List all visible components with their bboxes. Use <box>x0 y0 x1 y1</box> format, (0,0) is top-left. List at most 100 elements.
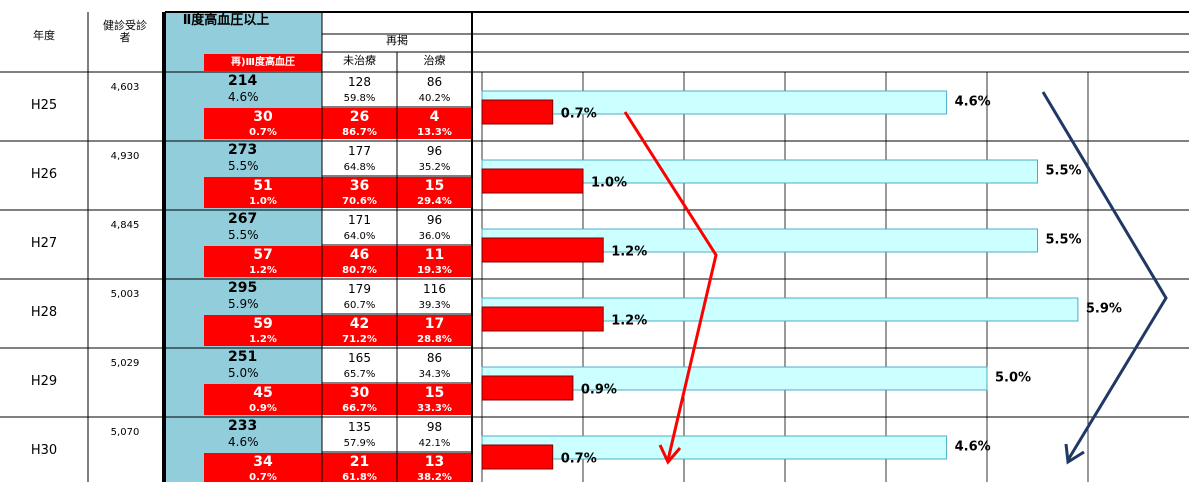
g2u-count: 135 <box>348 420 371 434</box>
red-box <box>204 384 472 415</box>
g3-count: 59 <box>253 316 273 332</box>
bar-label: 1.2% <box>611 245 647 260</box>
bar-label: 5.9% <box>1086 302 1122 317</box>
bar <box>481 168 584 194</box>
g2-count: 233 <box>228 418 258 434</box>
red-box <box>204 108 472 139</box>
g2t-pct: 34.3% <box>418 369 451 380</box>
g3-count: 45 <box>253 385 273 401</box>
red-box <box>204 246 472 277</box>
g2-pct: 5.5% <box>228 228 259 242</box>
g2u-count: 165 <box>348 351 371 365</box>
g2-pct: 4.6% <box>228 435 259 449</box>
g2u-pct: 64.0% <box>343 231 376 242</box>
g2t-pct: 36.0% <box>418 231 451 242</box>
g3-pct: 0.7% <box>249 472 277 482</box>
header-g2: Ⅱ度高血圧以上 <box>182 13 270 28</box>
g2-pct: 5.0% <box>228 366 259 380</box>
g2t-count: 86 <box>426 351 443 365</box>
g3t-count: 11 <box>424 247 445 263</box>
g3u-pct: 70.6% <box>342 196 377 207</box>
header-examinees: 健診受診者 <box>103 19 147 45</box>
g2t-count: 98 <box>426 420 443 434</box>
bar-label: 0.9% <box>581 383 617 398</box>
g3-pct: 0.7% <box>249 127 277 138</box>
g3t-count: 15 <box>424 385 445 401</box>
g3-count: 34 <box>253 454 273 470</box>
bar <box>481 237 604 263</box>
red-box <box>204 177 472 208</box>
g3-pct: 1.2% <box>249 334 277 345</box>
year: H30 <box>30 443 58 458</box>
g2t-count: 116 <box>423 282 446 296</box>
g3u-count: 46 <box>349 247 370 263</box>
arrow-head <box>658 444 682 465</box>
g3u-count: 26 <box>349 109 370 125</box>
g2-pct: 5.5% <box>228 159 259 173</box>
trend-arrow <box>1041 91 1168 461</box>
bar-label: 4.6% <box>955 440 991 455</box>
g2-count: 267 <box>228 211 258 227</box>
header-resummary: 再掲 <box>386 34 408 47</box>
g2u-count: 179 <box>348 282 371 296</box>
g3t-pct: 38.2% <box>417 472 452 482</box>
bar <box>481 375 574 401</box>
g3u-count: 30 <box>349 385 370 401</box>
bar-label: 5.5% <box>1046 233 1082 248</box>
year: H28 <box>30 305 58 320</box>
g3u-count: 36 <box>349 178 370 194</box>
g3t-count: 13 <box>424 454 445 470</box>
g3u-pct: 86.7% <box>342 127 377 138</box>
g2t-pct: 40.2% <box>418 93 451 104</box>
g2u-count: 128 <box>348 75 371 89</box>
g3t-count: 17 <box>424 316 445 332</box>
g2-count: 295 <box>228 280 258 296</box>
g2u-pct: 59.8% <box>343 93 376 104</box>
g3u-count: 42 <box>349 316 370 332</box>
year: H25 <box>30 98 58 113</box>
g3t-pct: 33.3% <box>417 403 452 414</box>
bar <box>481 444 554 470</box>
bar-label: 0.7% <box>561 452 597 467</box>
header-untreated: 未治療 <box>343 54 376 67</box>
bar-label: 5.5% <box>1046 164 1082 179</box>
g3-pct: 0.9% <box>249 403 277 414</box>
bar-label: 5.0% <box>995 371 1031 386</box>
g2-count: 214 <box>228 73 258 89</box>
g3u-count: 21 <box>349 454 370 470</box>
g2-count: 251 <box>228 349 258 365</box>
g2-pct: 4.6% <box>228 90 259 104</box>
bar-label: 4.6% <box>955 95 991 110</box>
g2u-pct: 57.9% <box>343 438 376 449</box>
header-year: 年度 <box>33 29 55 42</box>
g3u-pct: 80.7% <box>342 265 377 276</box>
examinees: 5,070 <box>110 427 140 438</box>
g2u-pct: 65.7% <box>343 369 376 380</box>
examinees: 5,003 <box>110 289 140 300</box>
g2t-pct: 35.2% <box>418 162 451 173</box>
g2t-pct: 42.1% <box>418 438 451 449</box>
g2t-count: 96 <box>426 213 443 227</box>
examinees: 4,930 <box>110 151 140 162</box>
bar-label: 1.2% <box>611 314 647 329</box>
trend-arrow <box>623 111 718 461</box>
year: H27 <box>30 236 58 251</box>
year: H29 <box>30 374 58 389</box>
g3t-count: 4 <box>429 109 440 125</box>
g2-count: 273 <box>228 142 258 158</box>
g3t-pct: 13.3% <box>417 127 452 138</box>
g3u-pct: 66.7% <box>342 403 377 414</box>
red-box <box>204 315 472 346</box>
examinees: 4,603 <box>110 82 140 93</box>
bar <box>481 99 554 125</box>
g3-pct: 1.0% <box>249 196 277 207</box>
g3t-count: 15 <box>424 178 445 194</box>
g3u-pct: 61.8% <box>342 472 377 482</box>
g2u-pct: 64.8% <box>343 162 376 173</box>
year: H26 <box>30 167 58 182</box>
g3-count: 51 <box>253 178 273 194</box>
g3t-pct: 29.4% <box>417 196 452 207</box>
g2-pct: 5.9% <box>228 297 259 311</box>
